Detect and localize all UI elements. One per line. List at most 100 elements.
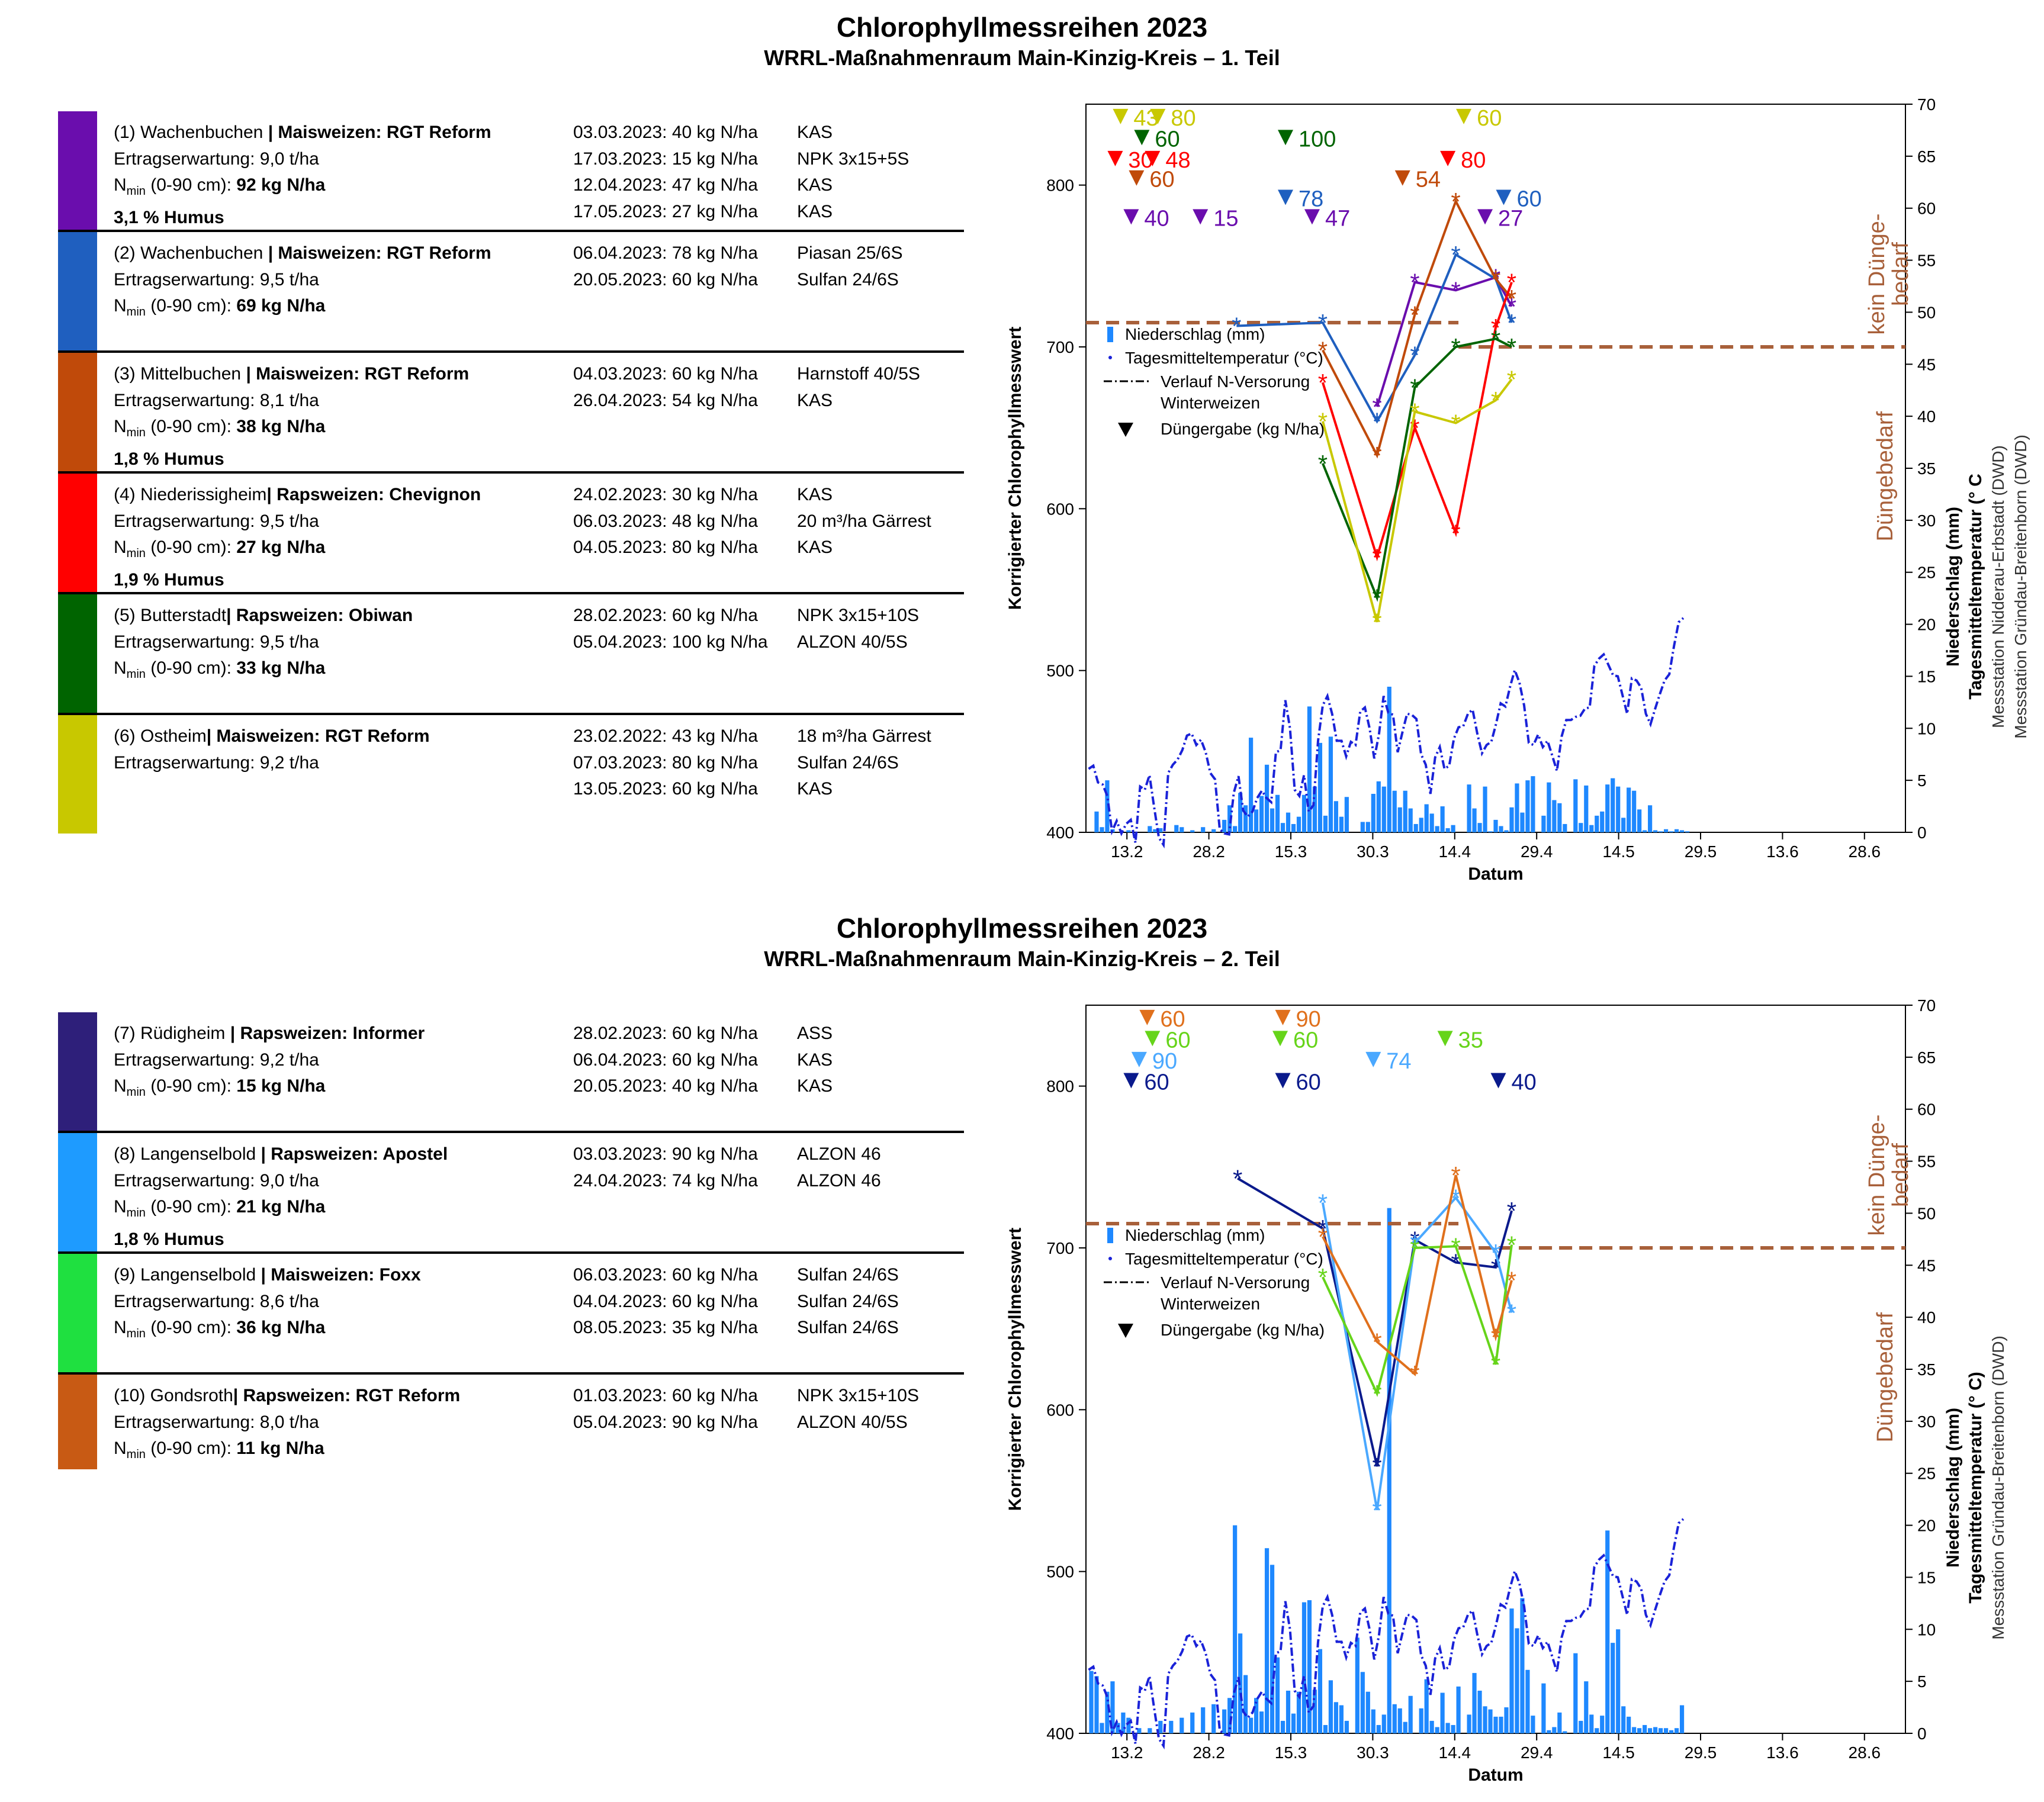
- color-swatch: [58, 353, 97, 471]
- fertilizer-date-amount: 03.03.2023: 90 kg N/ha: [573, 1144, 758, 1164]
- legend-entry: (3) Mittelbuchen | Maisweizen: RGT Refor…: [58, 353, 964, 474]
- y2-tick-label: 55: [1917, 252, 1936, 270]
- precip-bar: [1605, 784, 1610, 832]
- series-point: *: [1318, 309, 1328, 337]
- precip-bar: [1663, 829, 1669, 832]
- series-point: *: [1491, 1239, 1500, 1267]
- dose-marker: [1272, 1031, 1288, 1047]
- precip-bar: [1456, 1686, 1461, 1733]
- entry-name-line: (9) Langenselbold | Maisweizen: Foxx: [114, 1262, 421, 1289]
- precip-bar: [1573, 779, 1578, 832]
- fertilizer-product: Sulfan 24/6S: [797, 1265, 899, 1285]
- precip-bar: [1381, 1714, 1386, 1733]
- nmin-line: Nmin (0-90 cm): 38 kg N/ha: [114, 417, 326, 439]
- fertilizer-date-amount: 06.04.2023: 78 kg N/ha: [573, 243, 758, 263]
- y2-tick-label: 15: [1917, 1568, 1936, 1587]
- fertilizer-item: 05.04.2023: 90 kg N/ha ALZON 40/5S: [573, 1410, 919, 1436]
- entry-info: (8) Langenselbold | Rapsweizen: Apostel E…: [114, 1141, 448, 1253]
- precip-bar: [1611, 1643, 1615, 1733]
- precip-bar: [1105, 1691, 1110, 1733]
- y2-axis-label: Niederschlag (mm): [1943, 507, 1963, 667]
- fertilizer-item: 05.04.2023: 100 kg N/ha ALZON 40/5S: [573, 629, 919, 656]
- precip-bar: [1445, 828, 1450, 832]
- precip-bar: [1579, 823, 1583, 832]
- series-point: *: [1507, 333, 1516, 361]
- dose-label: 54: [1416, 168, 1441, 192]
- x-tick-label: 30.3: [1357, 1743, 1389, 1762]
- series-point: *: [1451, 333, 1460, 361]
- crop-variety: | Maisweizen: RGT Reform: [268, 123, 491, 142]
- y2-tick-label: 70: [1917, 996, 1936, 1015]
- fertilizer-item: 01.03.2023: 60 kg N/ha NPK 3x15+10S: [573, 1383, 919, 1410]
- legend-temp-swatch: [1108, 1257, 1112, 1260]
- entry-name-line: (3) Mittelbuchen | Maisweizen: RGT Refor…: [114, 361, 469, 388]
- site-name: (5) Butterstadt: [114, 606, 227, 625]
- x-tick-label: 29.5: [1685, 842, 1717, 861]
- precip-bar: [1211, 829, 1216, 832]
- precip-bar: [1201, 827, 1206, 832]
- x-tick-label: 15.3: [1275, 1743, 1307, 1762]
- nmin-subscript: min: [126, 547, 146, 560]
- x-tick-label: 29.5: [1685, 1743, 1717, 1762]
- nmin-label: (0-90 cm):: [145, 658, 237, 678]
- precip-bar: [1557, 1712, 1562, 1733]
- entry-name-line: (5) Butterstadt| Rapsweizen: Obiwan: [114, 603, 413, 629]
- y2-tick-label: 0: [1917, 1724, 1927, 1743]
- y-tick-label: 700: [1046, 1239, 1074, 1257]
- series-point: *: [1372, 1497, 1381, 1524]
- crop-variety: | Maisweizen: RGT Reform: [206, 726, 430, 746]
- precip-bar: [1333, 801, 1338, 832]
- dose-marker: [1437, 1031, 1453, 1047]
- nmin-subscript: min: [126, 185, 146, 198]
- fertilizer-product: KAS: [797, 390, 833, 410]
- yield-expectation: Ertragserwartung: 8,6 t/ha: [114, 1291, 319, 1311]
- y2-tick-label: 10: [1917, 1620, 1936, 1639]
- fertilizer-item: 24.02.2023: 30 kg N/ha KAS: [573, 482, 931, 509]
- precip-bar: [1679, 830, 1685, 832]
- color-swatch: [58, 594, 97, 713]
- y2-tick-label: 45: [1917, 355, 1936, 374]
- y2-tick-label: 55: [1917, 1153, 1936, 1171]
- y-tick-label: 700: [1046, 338, 1074, 356]
- y2-tick-label: 60: [1917, 199, 1936, 218]
- fertilizer-product: 18 m³/ha Gärrest: [797, 726, 931, 746]
- precip-bar: [1600, 1716, 1605, 1733]
- fertilizer-item: 06.04.2023: 78 kg N/ha Piasan 25/6S: [573, 240, 902, 267]
- series-point: *: [1318, 336, 1328, 364]
- fertilizer-item: 20.05.2023: 40 kg N/ha KAS: [573, 1073, 833, 1100]
- precip-bar: [1317, 1649, 1323, 1733]
- precip-bar: [1403, 790, 1407, 832]
- zone-label-no-need-2: bedarf: [1888, 242, 1913, 306]
- series-point: *: [1507, 1197, 1516, 1225]
- precip-bar: [1291, 1713, 1296, 1733]
- nmin-label: (0-90 cm):: [145, 417, 237, 436]
- precip-bar: [1643, 830, 1647, 832]
- precip-bar: [1547, 782, 1551, 832]
- y2-tick-label: 30: [1917, 1412, 1936, 1431]
- precip-bar: [1355, 1637, 1360, 1733]
- legend-entry: (10) Gondsroth| Rapsweizen: RGT Reform Er…: [58, 1375, 964, 1469]
- precip-bar: [1515, 1628, 1519, 1733]
- y2-tick-label: 50: [1917, 303, 1936, 321]
- dose-label: 40: [1144, 206, 1169, 231]
- panel-1-title: Chlorophyllmessreihen 2023: [836, 12, 1208, 43]
- fertilizer-item: 06.03.2023: 48 kg N/ha 20 m³/ha Gärrest: [573, 509, 931, 535]
- dose-marker: [1123, 209, 1139, 225]
- precip-bar: [1174, 825, 1179, 832]
- color-swatch: [58, 1133, 97, 1251]
- precip-bar: [1451, 825, 1455, 832]
- precip-bar: [1296, 816, 1301, 832]
- precip-bar: [1275, 794, 1280, 832]
- nmin-value: 69 kg N/ha: [236, 296, 326, 316]
- legend-temp-label: Tagesmitteltemperatur (°C): [1125, 1250, 1323, 1268]
- series-point: *: [1507, 269, 1516, 297]
- fertilizer-product: ALZON 40/5S: [797, 1412, 908, 1432]
- precip-bar: [1488, 1709, 1493, 1733]
- precip-bar: [1137, 1728, 1142, 1733]
- dose-marker: [1490, 1073, 1506, 1089]
- series-point: *: [1410, 1234, 1419, 1262]
- x-tick-label: 29.4: [1521, 842, 1553, 861]
- precip-bar: [1557, 803, 1562, 832]
- precip-bar: [1376, 1724, 1381, 1733]
